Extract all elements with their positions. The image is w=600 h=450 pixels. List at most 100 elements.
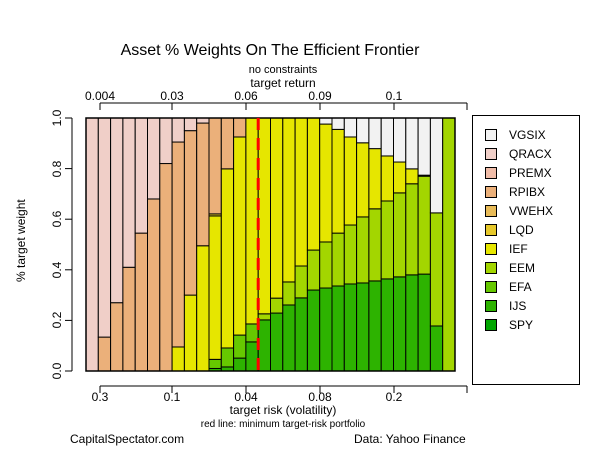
legend-label: PREMX	[509, 166, 552, 180]
bar-segment-ijs	[417, 273, 431, 372]
legend-label: LQD	[509, 223, 534, 237]
bar-segment-ijs	[270, 312, 284, 372]
bar-segment-eem	[270, 297, 284, 314]
bar-segment-vgsix	[331, 117, 345, 130]
bar-segment-rpibx	[208, 117, 222, 215]
bar-segment-eem	[356, 216, 370, 284]
bar-segment-eem	[368, 208, 382, 282]
bar-segment-vgsix	[393, 117, 407, 163]
bar-segment-rpibx	[196, 122, 210, 247]
footer-data-source: Data: Yahoo Finance	[354, 432, 466, 446]
bar-segment-vgsix	[356, 117, 370, 144]
x-axis-label: target risk (volatility)	[229, 403, 337, 417]
bar-segment-ief	[282, 117, 296, 283]
legend-item: EFA	[485, 279, 532, 295]
tick-label: 0.3	[91, 390, 109, 404]
bar-segment-ijs	[294, 297, 308, 372]
bar-segment-eem	[331, 232, 345, 287]
tick-label: 0.06	[234, 89, 258, 103]
bar-segment-ijs	[429, 325, 444, 372]
legend-label: EFA	[509, 280, 532, 294]
top-axis-label: target return	[250, 76, 316, 90]
bar-segment-qracx	[134, 117, 148, 234]
bar-segment-rpibx	[134, 232, 148, 372]
bar-segment-ief	[294, 117, 308, 267]
bar-segment-vgsix	[319, 117, 333, 125]
bar-segment-ijs	[306, 289, 321, 372]
bar-segment-efa	[208, 358, 222, 369]
footer-source-site: CapitalSpectator.com	[70, 432, 185, 446]
bar-segment-rpibx	[147, 198, 161, 372]
bar-segment-eem	[429, 212, 444, 327]
bar-segment-vgsix	[380, 117, 395, 157]
legend-item: SPY	[485, 317, 533, 333]
bar-segment-ief	[245, 117, 259, 325]
legend-swatch-icon	[485, 224, 497, 236]
bar-segment-qracx	[85, 117, 99, 372]
legend-item: EEM	[485, 260, 535, 276]
bar-segment-ijs	[343, 283, 358, 372]
bar-segment-rpibx	[110, 302, 124, 372]
tick-label: 0.1	[385, 89, 403, 103]
bar-segment-ief	[233, 136, 247, 336]
legend-item: VWEHX	[485, 203, 553, 219]
bar-segment-ijs	[368, 280, 382, 372]
legend-swatch-icon	[485, 243, 497, 255]
legend-swatch-icon	[485, 319, 497, 331]
legend-swatch-icon	[485, 167, 497, 179]
tick-label: 0.08	[308, 390, 332, 404]
bar-segment-ief	[393, 161, 407, 194]
bar-segment-ief	[343, 136, 358, 226]
bar-segment-ief	[319, 123, 333, 243]
bar-segment-ijs	[233, 357, 247, 372]
bar-segment-ief	[306, 117, 321, 251]
chart-title: Asset % Weights On The Efficient Frontie…	[120, 42, 420, 59]
bar-segment-ief	[183, 294, 198, 372]
legend-swatch-icon	[485, 129, 497, 141]
legend-swatch-icon	[485, 281, 497, 293]
legend-label: VGSIX	[509, 128, 546, 142]
tick-label: 0.03	[160, 89, 184, 103]
tick-label: 0.2	[385, 390, 403, 404]
bar-segment-eem	[380, 200, 395, 280]
bar-segment-vgsix	[368, 117, 382, 150]
axes	[65, 102, 468, 393]
bar-segment-eem	[343, 224, 358, 285]
bar-segment-ijs	[245, 341, 259, 372]
legend-label: IJS	[509, 299, 527, 313]
bar-segment-qracx	[147, 117, 161, 200]
bar-segment-eem	[282, 281, 296, 306]
legend-item: IJS	[485, 298, 526, 314]
bar-segment-rpibx	[220, 117, 235, 170]
legend-label: QRACX	[509, 147, 552, 161]
tick-label: 0.004	[84, 89, 116, 103]
tick-label: 0.04	[234, 390, 258, 404]
bar-segment-eem	[442, 117, 456, 372]
bar-segment-efa	[245, 323, 259, 343]
legend-label: EEM	[509, 261, 536, 275]
bar-segment-ief	[196, 245, 210, 372]
bar-segment-ief	[257, 117, 272, 315]
legend-label: VWEHX	[509, 204, 554, 218]
bar-segment-rpibx	[171, 141, 185, 348]
legend-swatch-icon	[485, 205, 497, 217]
bar-segment-ief	[270, 117, 284, 299]
legend-item: IEF	[485, 241, 528, 257]
bar-segment-rpibx	[159, 163, 173, 372]
bar-segment-ief	[208, 215, 222, 360]
bar-segment-efa	[233, 334, 247, 359]
bar-segment-ijs	[257, 319, 272, 372]
bar-segment-qracx	[171, 117, 185, 143]
legend-item: VGSIX	[485, 127, 546, 143]
legend-item: RPIBX	[485, 184, 545, 200]
bar-segment-ijs	[405, 274, 419, 372]
bar-segment-ief	[405, 168, 419, 185]
bar-segment-eem	[294, 265, 308, 299]
bar-segment-vgsix	[429, 117, 444, 214]
bar-segment-vgsix	[417, 117, 431, 176]
bar-segment-ijs	[319, 287, 333, 372]
bar-segment-qracx	[97, 117, 112, 338]
legend-label: IEF	[509, 242, 528, 256]
legend-swatch-icon	[485, 300, 497, 312]
